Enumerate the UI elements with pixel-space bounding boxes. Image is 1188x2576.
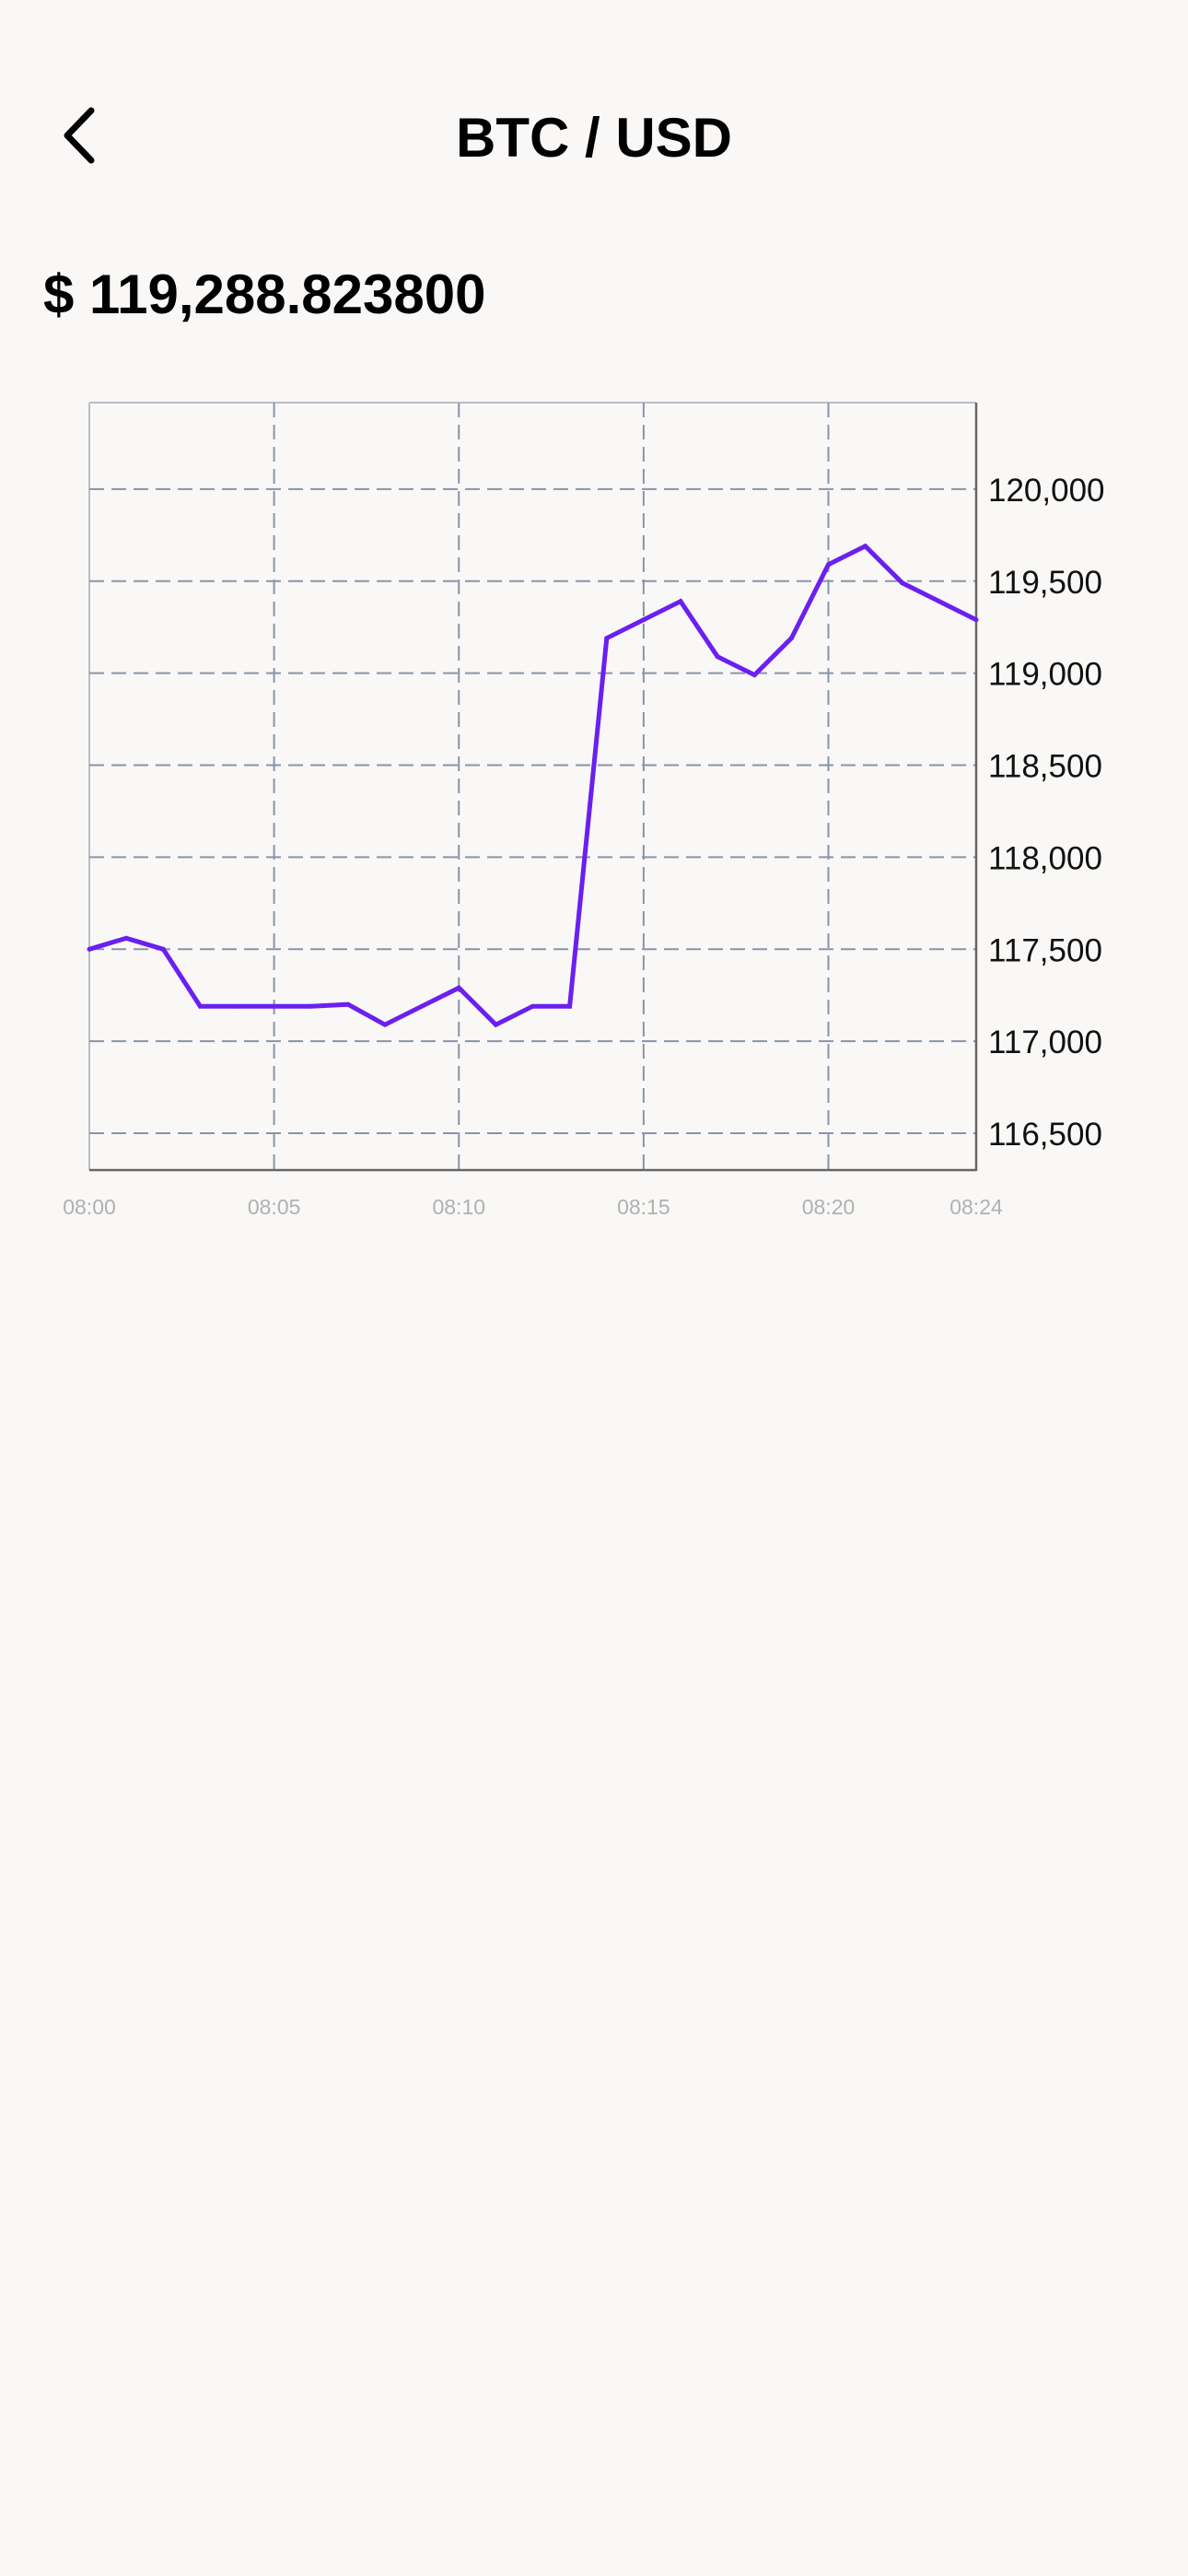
price-data-point (973, 617, 979, 623)
price-data-point (87, 946, 92, 952)
x-tick-label: 08:00 (63, 1195, 116, 1219)
price-data-point (493, 1022, 498, 1027)
price-data-point (937, 599, 942, 604)
price-data-point (235, 1003, 239, 1009)
y-tick-label: 120,000 (988, 473, 1105, 509)
price-data-point (456, 985, 461, 990)
price-data-point (197, 1003, 203, 1009)
header: BTC / USD (0, 74, 1188, 188)
price-data-point (567, 1003, 573, 1009)
price-data-point (382, 1022, 388, 1027)
price-data-point (419, 1003, 425, 1009)
price-chart-svg: 116,500 117,000 117,500 118,000 118,500 119,0… (63, 402, 1105, 1219)
page-title: BTC / USD (456, 107, 732, 169)
price-data-point (345, 1001, 351, 1007)
price-data-point (788, 636, 794, 641)
current-price: $ 119,288.823800 (43, 263, 486, 325)
price-data-point (160, 946, 166, 952)
price-data-point (678, 599, 683, 604)
price-data-point (751, 673, 757, 678)
x-tick-label: 08:10 (432, 1195, 485, 1219)
x-tick-label: 08:20 (802, 1195, 856, 1219)
chevron-left-icon (64, 107, 95, 164)
x-tick-label: 08:24 (949, 1195, 1003, 1219)
y-tick-label: 117,500 (988, 932, 1102, 968)
price-series-line (88, 543, 978, 1028)
price-data-point (900, 580, 905, 586)
price-data-point (641, 617, 646, 623)
price-chart: 116,500 117,000 117,500 118,000 118,500 119,0… (0, 387, 1188, 1244)
price-data-point (272, 1003, 277, 1009)
y-tick-label: 118,500 (988, 749, 1102, 785)
price-data-point (826, 562, 831, 568)
y-tick-label: 117,000 (988, 1025, 1102, 1060)
y-tick-label: 118,000 (988, 840, 1102, 876)
price-data-point (309, 1003, 314, 1009)
price-data-point (863, 544, 868, 549)
price-data-point (715, 654, 720, 660)
price-data-point (530, 1003, 535, 1009)
x-tick-label: 08:05 (248, 1195, 301, 1219)
back-button[interactable] (37, 94, 120, 177)
y-tick-label: 119,500 (988, 565, 1102, 601)
y-tick-label: 119,000 (988, 657, 1102, 693)
y-tick-label: 116,500 (988, 1117, 1102, 1153)
x-tick-label: 08:15 (617, 1195, 670, 1219)
price-data-point (123, 935, 129, 941)
price-data-point (604, 636, 610, 641)
